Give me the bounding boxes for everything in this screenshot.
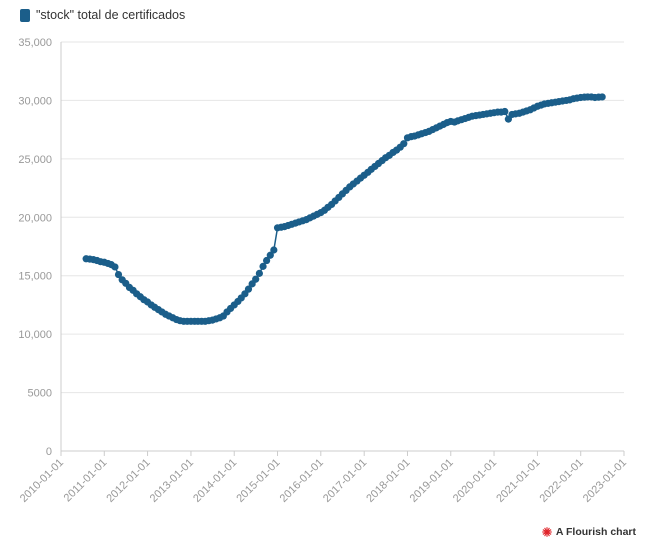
data-point [400,140,408,148]
x-tick-label: 2016-01-01 [278,457,326,505]
x-tick-label: 2015-01-01 [234,457,282,505]
data-point [252,275,260,283]
data-point [598,93,606,101]
flourish-attribution[interactable]: A Flourish chart [542,526,636,538]
x-tick-label: 2013-01-01 [148,457,196,505]
data-series [82,93,606,325]
y-tick-label: 30,000 [18,95,52,107]
data-point [263,256,271,265]
attribution-label: A Flourish chart [555,526,636,538]
data-point [270,246,278,254]
data-point [111,263,119,271]
y-tick-label: 0 [46,446,52,458]
x-tick-label: 2018-01-01 [364,457,412,505]
data-point [114,270,123,279]
legend-swatch [20,8,30,22]
x-tick-label: 2021-01-01 [494,457,542,505]
y-tick-label: 20,000 [18,212,52,224]
legend[interactable]: "stock" total de certificados [20,8,185,22]
flourish-logo-icon [542,527,552,537]
gridlines [61,41,624,394]
x-tick-label: 2010-01-01 [18,457,66,505]
x-tick-label: 2022-01-01 [538,457,586,505]
series-group [82,93,606,325]
x-tick-label: 2020-01-01 [451,457,499,505]
flourish-core [544,529,550,535]
x-tick-label: 2011-01-01 [62,457,110,505]
series-line [86,96,603,323]
data-point [244,285,253,293]
x-tick-label: 2012-01-01 [104,457,152,505]
data-point [266,251,274,259]
x-axis-tick-labels: 2010-01-012011-01-012012-01-012013-01-01… [18,457,629,505]
y-axis-tick-labels: 0 5000 10,000 15,000 20,000 25,000 30,000 35,00… [18,37,52,458]
x-tick-label: 2019-01-01 [408,457,456,505]
data-point [259,262,267,270]
x-tick-label: 2023-01-01 [581,457,629,505]
y-tick-label: 25,000 [18,154,52,166]
y-tick-label: 5000 [28,388,52,400]
data-point [501,107,509,116]
x-tick-label: 2017-01-01 [321,457,369,505]
x-tick-label: 2014-01-01 [191,457,239,505]
y-tick-label: 10,000 [18,329,52,341]
y-tick-label: 15,000 [18,271,52,283]
legend-label: "stock" total de certificados [36,8,186,22]
axes [60,42,625,456]
data-point [255,269,263,277]
y-tick-label: 35,000 [18,37,52,49]
